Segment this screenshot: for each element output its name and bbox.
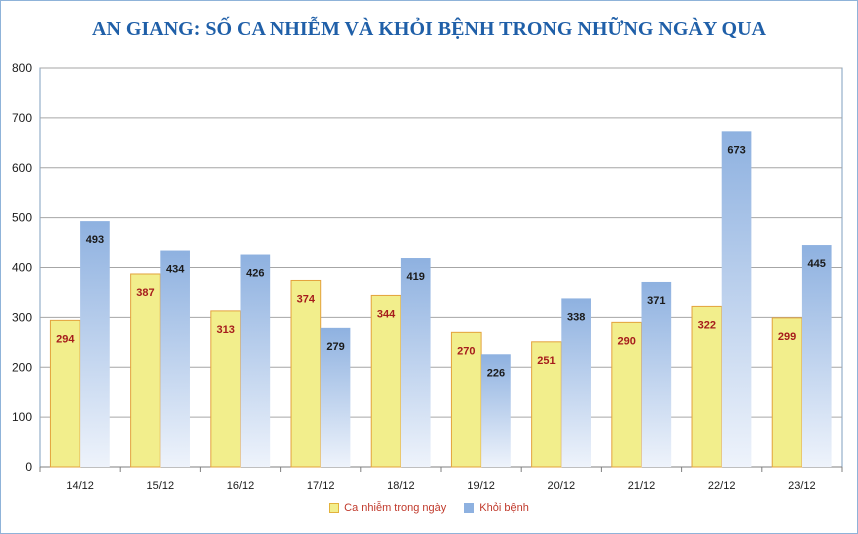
bars: [49, 131, 832, 468]
data-label-recovered: 419: [407, 271, 425, 283]
legend-swatch-infected: [329, 503, 340, 513]
bar-infected: [611, 321, 642, 468]
data-label-recovered: 493: [86, 234, 104, 246]
y-tick-label: 100: [12, 410, 32, 424]
x-tick-label: 22/12: [708, 480, 736, 492]
y-tick-label: 0: [25, 460, 32, 474]
legend-label-recovered: Khỏi bệnh: [479, 502, 529, 514]
bar-recovered: [240, 254, 271, 467]
x-tick-label: 16/12: [227, 480, 255, 492]
legend-item-recovered: Khỏi bệnh: [464, 502, 529, 514]
bar-infected: [290, 279, 322, 468]
bar-recovered: [801, 245, 832, 467]
data-label-infected: 290: [617, 335, 635, 347]
y-tick-label: 400: [12, 261, 32, 275]
data-label-infected: 313: [216, 324, 234, 336]
bar-recovered: [400, 258, 431, 467]
x-tick-label: 18/12: [387, 480, 415, 492]
data-label-infected: 251: [537, 355, 555, 367]
x-tick-label: 21/12: [628, 480, 656, 492]
y-tick-label: 800: [12, 61, 32, 75]
bar-recovered: [721, 131, 752, 467]
bar-infected: [771, 317, 803, 468]
y-tick-label: 500: [12, 211, 32, 225]
y-tick-label: 700: [12, 111, 32, 125]
bar-recovered: [80, 221, 110, 467]
data-label-infected: 322: [698, 319, 716, 331]
legend-label-infected: Ca nhiễm trong ngày: [344, 502, 447, 514]
bar-infected: [210, 310, 242, 468]
data-label-recovered: 226: [487, 367, 505, 379]
x-tick-label: 14/12: [66, 480, 94, 492]
data-labels: 294 493 387 434 313 426 374 279 344 419 270 226 251 3…: [56, 144, 826, 379]
y-tick-label: 600: [12, 161, 32, 175]
legend-item-infected: Ca nhiễm trong ngày: [329, 502, 446, 514]
data-label-infected: 374: [297, 293, 316, 305]
legend-swatch-recovered: [464, 503, 475, 513]
bar-infected: [691, 305, 723, 468]
data-label-infected: 270: [457, 345, 475, 357]
data-label-infected: 344: [377, 308, 396, 320]
bar-recovered: [561, 298, 591, 467]
x-tick-label: 23/12: [788, 480, 816, 492]
bar-infected: [531, 341, 562, 468]
data-label-recovered: 338: [567, 311, 585, 323]
data-label-recovered: 445: [808, 258, 826, 270]
bar-recovered: [160, 250, 190, 467]
data-label-recovered: 434: [166, 264, 185, 276]
y-tick-label: 300: [12, 310, 32, 324]
x-tick-label: 19/12: [467, 480, 495, 492]
x-tick-label: 20/12: [548, 480, 576, 492]
data-label-recovered: 371: [647, 295, 665, 307]
bar-recovered: [320, 327, 351, 467]
data-label-recovered: 673: [727, 144, 745, 156]
x-tick-label: 17/12: [307, 480, 335, 492]
legend: Ca nhiễm trong ngày Khỏi bệnh: [0, 502, 858, 514]
axes: 0 100 200 300 400 500 600 700 800 14/12 15/12 16/12…: [12, 61, 843, 492]
bar-infected: [130, 273, 161, 468]
data-label-recovered: 426: [246, 268, 264, 280]
data-label-recovered: 279: [326, 341, 344, 353]
data-label-infected: 299: [778, 331, 796, 343]
bar-recovered: [481, 354, 511, 467]
chart-title: AN GIANG: SỐ CA NHIỄM VÀ KHỎI BỆNH TRONG…: [92, 18, 766, 40]
y-tick-label: 200: [12, 360, 32, 374]
bar-recovered: [641, 281, 672, 467]
data-label-infected: 294: [56, 333, 75, 345]
bar-infected: [450, 331, 482, 468]
x-tick-label: 15/12: [147, 480, 175, 492]
bar-infected: [370, 294, 402, 468]
data-label-infected: 387: [136, 287, 154, 299]
